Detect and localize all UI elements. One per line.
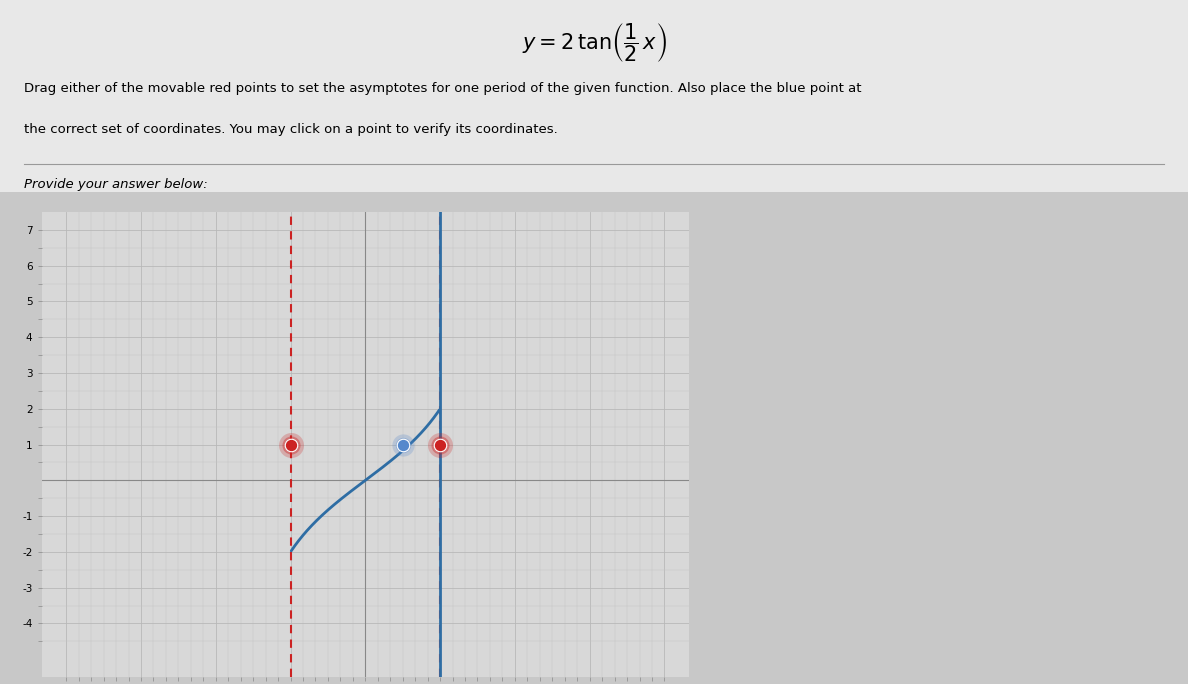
Text: Drag either of the movable red points to set the asymptotes for one period of th: Drag either of the movable red points to… [24, 82, 861, 95]
Text: $y = 2\,\tan\!\left(\dfrac{1}{2}\,x\right)$: $y = 2\,\tan\!\left(\dfrac{1}{2}\,x\righ… [522, 21, 666, 64]
Text: the correct set of coordinates. You may click on a point to verify its coordinat: the correct set of coordinates. You may … [24, 123, 557, 136]
Text: Provide your answer below:: Provide your answer below: [24, 178, 208, 191]
